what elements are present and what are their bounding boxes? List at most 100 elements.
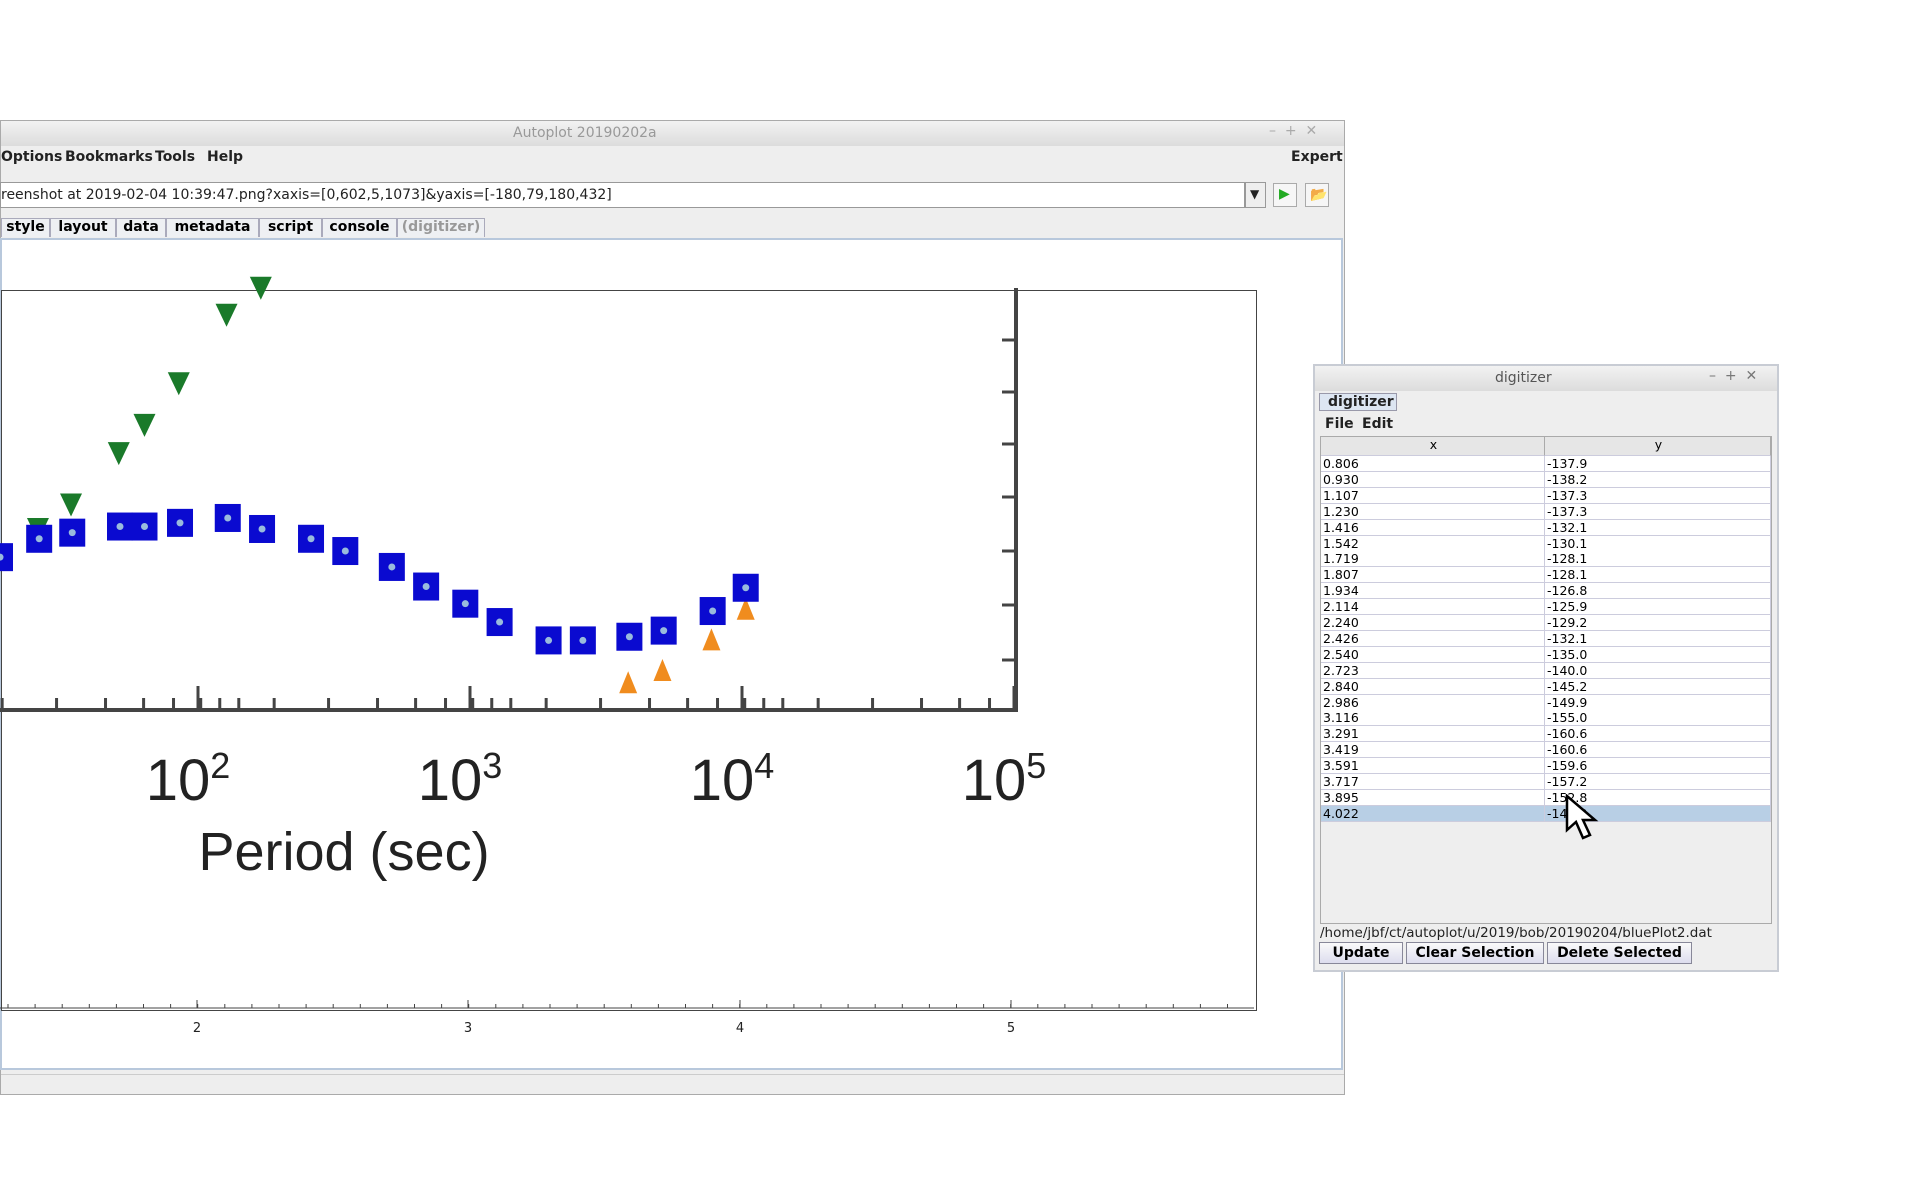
table-cell[interactable]: -132.1 xyxy=(1545,519,1771,536)
image-marker xyxy=(653,659,672,682)
table-cell[interactable]: 1.230 xyxy=(1321,503,1545,520)
image-marker xyxy=(702,628,721,651)
image-marker xyxy=(660,627,668,635)
table-cell[interactable]: -159.6 xyxy=(1545,758,1771,775)
table-cell[interactable]: -138.2 xyxy=(1545,471,1771,488)
plot-image: 102 103 104 105 Period (sec) 2 3 4 5 xyxy=(0,276,1254,1036)
table-cell[interactable]: 0.930 xyxy=(1321,471,1545,488)
table-cell[interactable]: 3.591 xyxy=(1321,758,1545,775)
image-marker xyxy=(0,543,13,572)
url-field[interactable]: reenshot at 2019-02-04 10:39:47.png?xaxi… xyxy=(0,182,1245,208)
menu-item[interactable]: Edit xyxy=(1362,416,1394,432)
table-cell[interactable]: -126.8 xyxy=(1545,583,1771,600)
browse-button[interactable]: 📂 xyxy=(1305,183,1329,207)
table-cell[interactable]: -157.2 xyxy=(1545,774,1771,790)
tab[interactable]: layout xyxy=(50,218,116,237)
expert-menu[interactable]: Expert xyxy=(1291,149,1343,165)
table-cell[interactable]: -145.2 xyxy=(1545,678,1771,695)
data-table: x y 0.806 -137.9 0.930 -138.2 1.107 -137.3 1.230… xyxy=(1320,436,1772,924)
table-cell[interactable]: 2.840 xyxy=(1321,678,1545,695)
table-cell[interactable]: -137.3 xyxy=(1545,487,1771,504)
table-cell[interactable]: -128.1 xyxy=(1545,567,1771,584)
table-cell[interactable]: 2.114 xyxy=(1321,599,1545,616)
table-cell[interactable]: 2.426 xyxy=(1321,630,1545,647)
table-cell[interactable]: 1.107 xyxy=(1321,487,1545,504)
image-marker xyxy=(625,633,633,641)
image-marker xyxy=(545,636,553,644)
image-marker xyxy=(422,583,430,591)
title-bar: digitizer – + ✕ xyxy=(1315,366,1777,391)
table-cell[interactable]: 3.419 xyxy=(1321,742,1545,759)
column-header[interactable]: x xyxy=(1321,437,1545,456)
tab[interactable]: console xyxy=(322,218,397,237)
window-controls[interactable]: – + ✕ xyxy=(1269,123,1318,139)
tab[interactable]: digitizer xyxy=(1319,393,1397,411)
menu-item[interactable]: Tools xyxy=(155,149,196,165)
table-cell[interactable]: 2.986 xyxy=(1321,694,1545,711)
table-cell[interactable]: -129.2 xyxy=(1545,615,1771,631)
column-header[interactable]: y xyxy=(1545,437,1771,456)
table-cell[interactable]: -155.0 xyxy=(1545,710,1771,727)
table-cell[interactable]: -125.9 xyxy=(1545,599,1771,616)
table-cell[interactable]: -132.1 xyxy=(1545,630,1771,647)
table-cell[interactable]: 2.540 xyxy=(1321,646,1545,663)
table-cell[interactable]: 2.723 xyxy=(1321,662,1545,679)
x-tick-label: 4 xyxy=(736,1021,744,1036)
image-marker xyxy=(579,636,587,644)
image-tick-label: 102 xyxy=(146,745,231,813)
table-cell[interactable]: 0.806 xyxy=(1321,456,1545,472)
table-cell[interactable]: -130.1 xyxy=(1545,535,1771,552)
tab[interactable]: (digitizer) xyxy=(397,218,485,237)
x-tick-label: 2 xyxy=(193,1021,201,1036)
table-cell[interactable]: -137.3 xyxy=(1545,503,1771,520)
image-marker xyxy=(116,523,124,531)
button[interactable]: Update xyxy=(1319,942,1403,964)
status-bar xyxy=(1,1074,1344,1094)
image-tick-label: 103 xyxy=(418,745,503,813)
table-cell[interactable]: 1.416 xyxy=(1321,519,1545,536)
menu-item[interactable]: File xyxy=(1325,416,1354,432)
tab[interactable]: data xyxy=(116,218,166,237)
table-cell[interactable]: -160.6 xyxy=(1545,742,1771,759)
button[interactable]: Clear Selection xyxy=(1406,942,1544,964)
table-cell[interactable]: 3.116 xyxy=(1321,710,1545,727)
button[interactable]: Delete Selected xyxy=(1547,942,1692,964)
title-bar: Autoplot 20190202a – + ✕ xyxy=(1,121,1344,146)
table-cell[interactable]: 1.934 xyxy=(1321,583,1545,600)
table-cell[interactable]: -137.9 xyxy=(1545,456,1771,472)
table-cell[interactable]: -149.9 xyxy=(1545,694,1771,711)
url-dropdown[interactable]: ▼ xyxy=(1245,182,1266,208)
menu-item[interactable]: Help xyxy=(207,149,244,165)
image-marker xyxy=(107,442,130,466)
table-cell[interactable]: 3.895 xyxy=(1321,789,1545,806)
tab[interactable]: script xyxy=(259,218,322,237)
image-marker xyxy=(742,584,750,592)
image-marker xyxy=(60,493,83,517)
tab[interactable]: style xyxy=(1,218,50,237)
table-cell[interactable]: 1.719 xyxy=(1321,551,1545,568)
window-controls[interactable]: – + ✕ xyxy=(1709,368,1758,384)
x-tick-label: 5 xyxy=(1007,1021,1015,1036)
table-cell[interactable]: 1.807 xyxy=(1321,567,1545,584)
table-cell[interactable]: 4.022 xyxy=(1321,805,1545,822)
image-tick-label: 104 xyxy=(690,745,775,813)
image-marker xyxy=(341,547,349,555)
table-cell[interactable]: 3.717 xyxy=(1321,774,1545,790)
table-cell[interactable]: 3.291 xyxy=(1321,726,1545,743)
table-cell[interactable]: -128.1 xyxy=(1545,551,1771,568)
image-marker xyxy=(224,514,232,522)
go-button[interactable]: ▶ xyxy=(1273,183,1297,207)
menu-item[interactable]: Bookmarks xyxy=(65,149,153,165)
tab[interactable]: metadata xyxy=(166,218,259,237)
image-marker xyxy=(461,600,469,608)
menu-item[interactable]: Options xyxy=(1,149,63,165)
image-xlabel: Period (sec) xyxy=(198,822,489,882)
image-marker xyxy=(133,413,156,437)
image-marker xyxy=(496,618,504,626)
table-cell[interactable]: -160.6 xyxy=(1545,726,1771,743)
table-cell[interactable]: 1.542 xyxy=(1321,535,1545,552)
table-cell[interactable]: -140.0 xyxy=(1545,662,1771,679)
table-cell[interactable]: 2.240 xyxy=(1321,615,1545,631)
image-marker xyxy=(388,563,396,571)
table-cell[interactable]: -135.0 xyxy=(1545,646,1771,663)
